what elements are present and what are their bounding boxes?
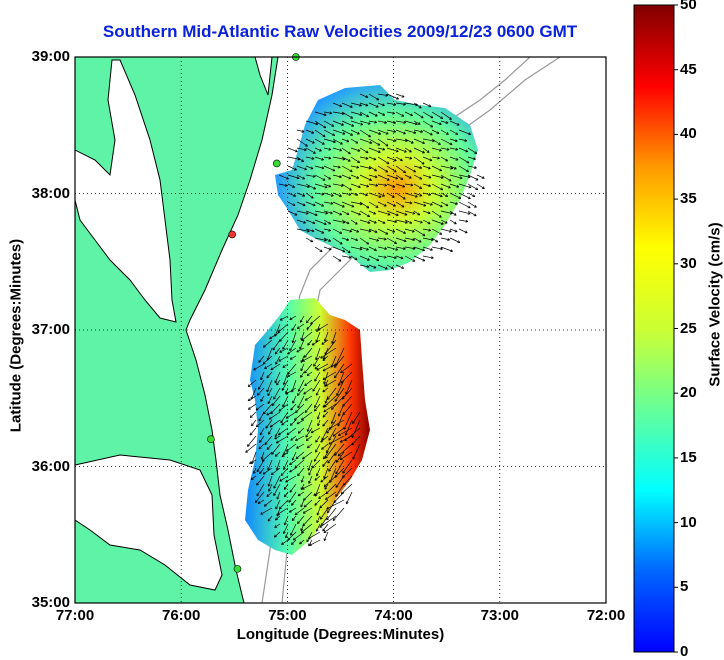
radar-station-marker bbox=[229, 231, 236, 238]
colorbar-tick-label: 10 bbox=[680, 514, 697, 531]
colorbar-tick-label: 30 bbox=[680, 255, 697, 272]
y-tick-label: 39:00 bbox=[0, 48, 70, 65]
colorbar-tick-label: 0 bbox=[680, 643, 688, 660]
velocity-vector-head bbox=[323, 424, 324, 426]
colorbar-tick-label: 15 bbox=[680, 449, 697, 466]
x-tick-label: 74:00 bbox=[359, 607, 429, 624]
velocity-vector-head bbox=[388, 215, 390, 216]
radar-station-marker bbox=[234, 565, 241, 572]
colorbar-tick-label: 5 bbox=[680, 578, 688, 595]
radar-station-marker bbox=[273, 160, 280, 167]
radar-station-marker bbox=[207, 436, 214, 443]
velocity-vector-head bbox=[455, 141, 457, 142]
colorbar-tick-label: 35 bbox=[680, 190, 697, 207]
y-tick-label: 36:00 bbox=[0, 458, 70, 475]
colorbar-tick-label: 25 bbox=[680, 320, 697, 337]
y-tick-label: 35:00 bbox=[0, 594, 70, 611]
colorbar bbox=[634, 5, 674, 652]
x-tick-label: 75:00 bbox=[252, 607, 322, 624]
velocity-vector-head bbox=[473, 159, 475, 160]
x-tick-label: 72:00 bbox=[571, 607, 641, 624]
colorbar-tick-label: 45 bbox=[680, 61, 697, 78]
colorbar-label: Surface Velocity (cm/s) bbox=[707, 205, 724, 405]
y-tick-label: 38:00 bbox=[0, 185, 70, 202]
x-tick-label: 76:00 bbox=[146, 607, 216, 624]
y-tick-label: 37:00 bbox=[0, 321, 70, 338]
colorbar-tick-label: 40 bbox=[680, 125, 697, 142]
colorbar-tick-label: 20 bbox=[680, 384, 697, 401]
x-tick-label: 73:00 bbox=[465, 607, 535, 624]
colorbar-tick-label: 50 bbox=[680, 0, 697, 13]
velocity-vector-head bbox=[415, 197, 417, 198]
x-axis-label: Longitude (Degrees:Minutes) bbox=[75, 626, 606, 643]
